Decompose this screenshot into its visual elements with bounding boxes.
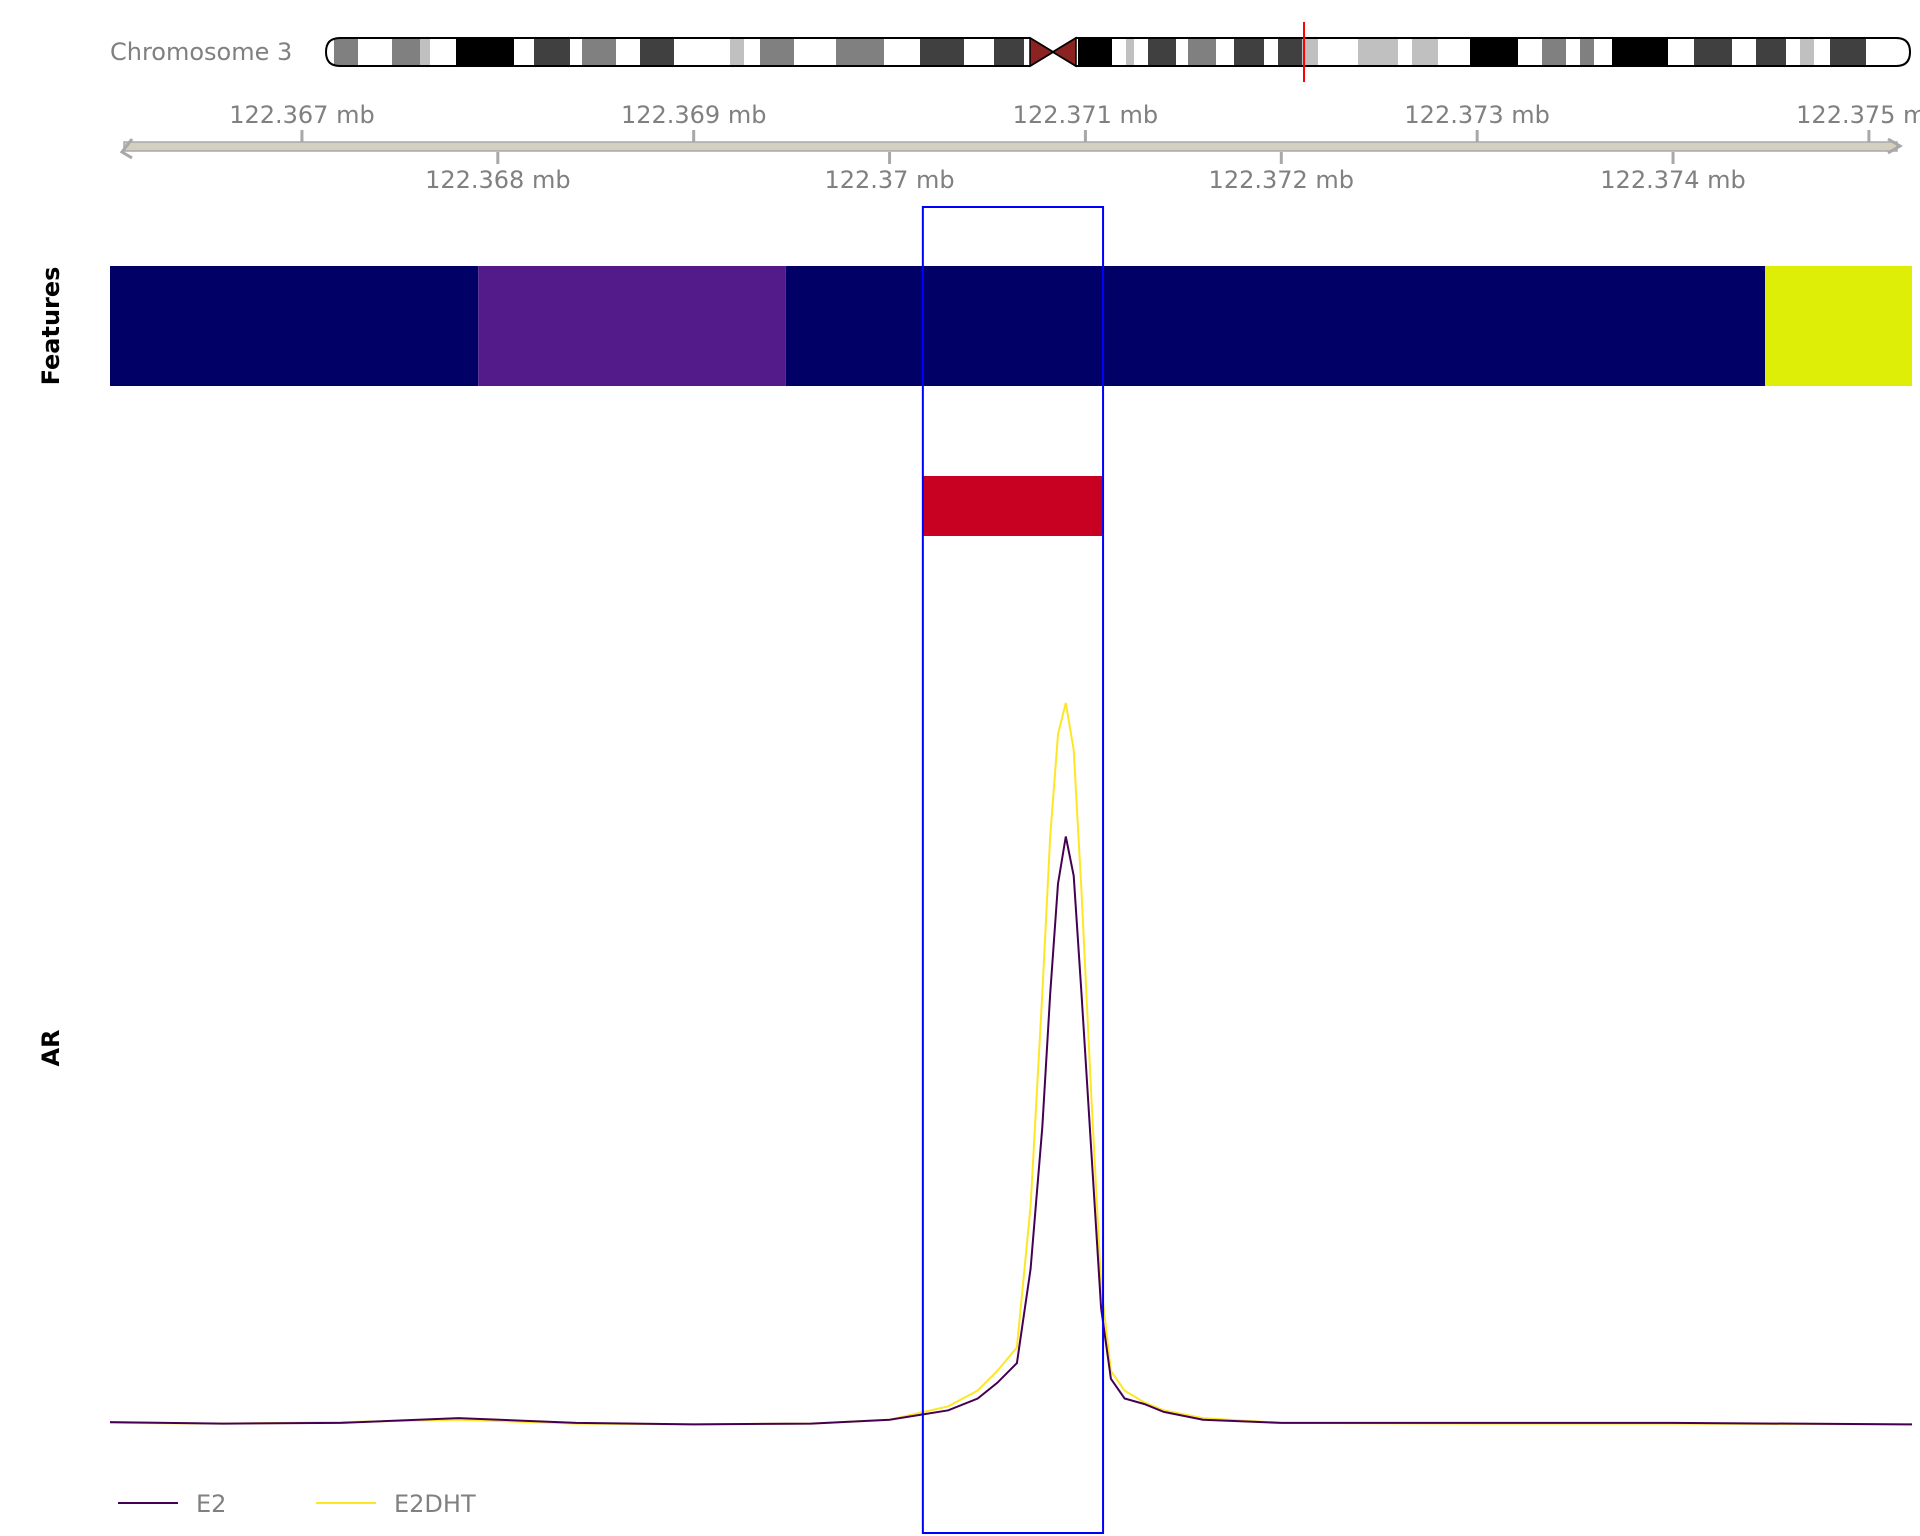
chromosome-ideogram: Chromosome 3	[110, 22, 1912, 82]
ideogram-band	[760, 39, 794, 65]
axis-left-arrow	[119, 138, 134, 160]
ideogram-band	[1078, 39, 1112, 65]
peak-track	[922, 476, 1104, 536]
ideogram-band	[964, 39, 994, 65]
peak-block	[922, 476, 1104, 536]
ideogram-band	[1800, 39, 1814, 65]
centromere-left	[1029, 36, 1055, 68]
axis-tick-label: 122.371 mb	[1013, 101, 1159, 129]
axis-tick-label: 122.373 mb	[1404, 101, 1550, 129]
ideogram-band	[1612, 39, 1668, 65]
ideogram-band	[1594, 39, 1612, 65]
ideogram-band	[420, 39, 430, 65]
ideogram-band	[582, 39, 616, 65]
axis-tick-label: 122.374 mb	[1600, 166, 1746, 194]
axis-tick-label: 122.367 mb	[229, 101, 375, 129]
axis-tick-label: 122.368 mb	[425, 166, 571, 194]
ideogram-band	[456, 39, 514, 65]
ideogram-band	[1756, 39, 1786, 65]
ideogram-band	[392, 39, 420, 65]
series-line-e2	[109, 836, 1913, 1426]
signal-track-title: AR	[37, 1029, 65, 1066]
ideogram-band	[1112, 39, 1126, 65]
genome-axis: 122.367 mb 122.369 mb 122.371 mb 122.373 mb…	[119, 101, 1920, 194]
axis-bottom-ticks: 122.368 mb 122.37 mb 122.372 mb 122.374 mb	[425, 152, 1746, 194]
ideogram-band	[616, 39, 640, 65]
ideogram-band	[1278, 39, 1302, 65]
ideogram-band	[1412, 39, 1438, 65]
ideogram-band	[1866, 39, 1902, 65]
ideogram-band	[358, 39, 392, 65]
ideogram-band	[334, 39, 358, 65]
ideogram-band	[1470, 39, 1518, 65]
ideogram-band	[1302, 39, 1318, 65]
ideogram-band	[1216, 39, 1234, 65]
ideogram-band	[1188, 39, 1216, 65]
ideogram-band	[1580, 39, 1594, 65]
ideogram-band	[1668, 39, 1694, 65]
ideogram-band	[1264, 39, 1278, 65]
ideogram-band	[1732, 39, 1756, 65]
ideogram-band	[836, 39, 884, 65]
ideogram-band	[884, 39, 920, 65]
ideogram-band	[640, 39, 674, 65]
ideogram-band	[1830, 39, 1866, 65]
ideogram-band	[920, 39, 964, 65]
ideogram-band	[744, 39, 760, 65]
ideogram-band	[570, 39, 582, 65]
feature-block	[1765, 266, 1912, 386]
ideogram-band	[674, 39, 730, 65]
legend: E2 E2DHT	[118, 1490, 476, 1518]
ideogram-band	[1318, 39, 1358, 65]
ideogram-q-arm-outline	[1051, 37, 1912, 67]
ideogram-band	[1398, 39, 1412, 65]
ideogram-band	[514, 39, 534, 65]
axis-tick-label: 122.375 mb	[1796, 101, 1920, 129]
axis-tick-label: 122.37 mb	[824, 166, 954, 194]
ideogram-band	[1566, 39, 1580, 65]
feature-block	[785, 266, 1766, 386]
ideogram-band	[730, 39, 744, 65]
ideogram-bands	[334, 39, 1902, 65]
axis-top-ticks: 122.367 mb 122.369 mb 122.371 mb 122.373 mb…	[229, 101, 1920, 142]
series-line-e2dht	[109, 702, 1913, 1426]
legend-label-e2dht: E2DHT	[394, 1490, 476, 1518]
ideogram-band	[1358, 39, 1398, 65]
ideogram-band	[1814, 39, 1830, 65]
ideogram-band	[1786, 39, 1800, 65]
signal-track	[109, 702, 1913, 1426]
ideogram-band	[1542, 39, 1566, 65]
ideogram-band	[1518, 39, 1542, 65]
legend-label-e2: E2	[196, 1490, 226, 1518]
ideogram-band	[1148, 39, 1176, 65]
axis-tick-label: 122.369 mb	[621, 101, 767, 129]
ideogram-band	[430, 39, 456, 65]
ideogram-band	[794, 39, 836, 65]
ideogram-band	[1126, 39, 1134, 65]
ideogram-band	[534, 39, 570, 65]
features-track-title: Features	[37, 267, 65, 386]
features-track	[110, 266, 1912, 386]
ideogram-band	[1438, 39, 1470, 65]
ideogram-band	[1694, 39, 1732, 65]
centromere-right	[1051, 36, 1077, 68]
ideogram-band	[1134, 39, 1148, 65]
feature-block	[110, 266, 479, 386]
ideogram-p-arm-outline	[324, 37, 1055, 67]
ideogram-band	[994, 39, 1024, 65]
ideogram-band	[1234, 39, 1264, 65]
feature-block	[478, 266, 786, 386]
ideogram-band	[1176, 39, 1188, 65]
axis-right-arrow	[1887, 137, 1903, 155]
highlight-region	[921, 206, 1105, 1534]
axis-bar	[123, 141, 1898, 152]
axis-tick-label: 122.372 mb	[1209, 166, 1355, 194]
chromosome-label: Chromosome 3	[110, 38, 292, 66]
